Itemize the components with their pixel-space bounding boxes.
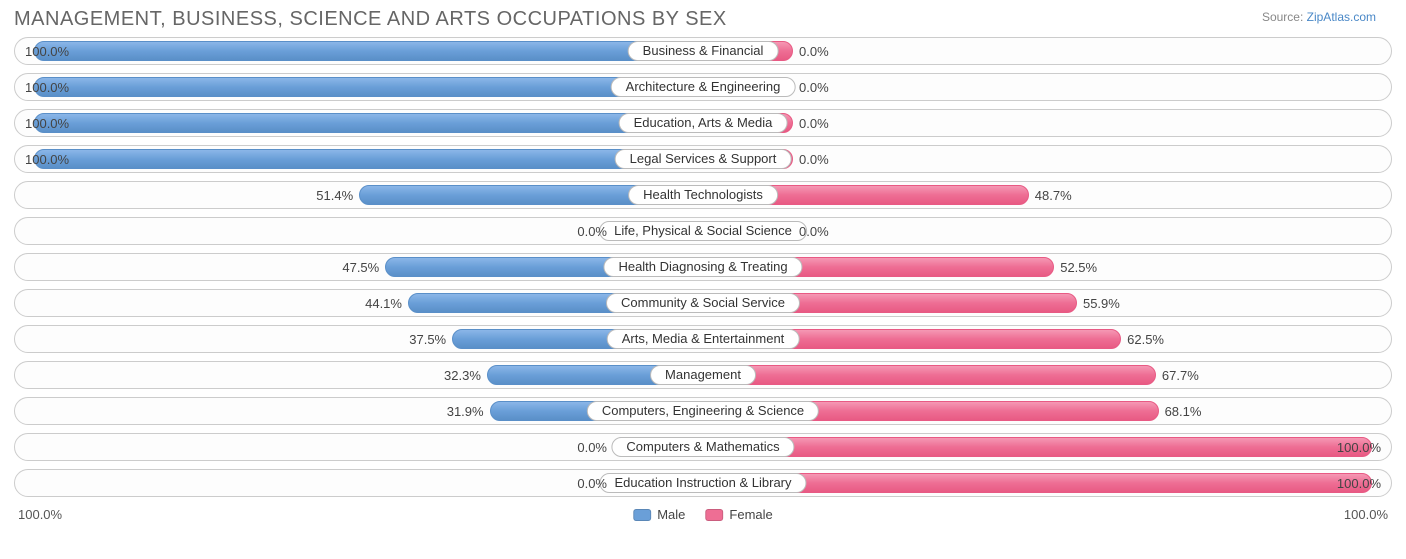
- male-bar: [34, 149, 703, 169]
- legend-female-label: Female: [729, 507, 772, 522]
- category-label: Life, Physical & Social Science: [599, 221, 807, 241]
- category-label: Computers, Engineering & Science: [587, 401, 819, 421]
- female-bar: [703, 437, 1372, 457]
- female-value-label: 67.7%: [1162, 362, 1199, 389]
- male-value-label: 100.0%: [25, 38, 69, 65]
- chart-title: MANAGEMENT, BUSINESS, SCIENCE AND ARTS O…: [14, 8, 727, 31]
- female-value-label: 0.0%: [799, 218, 829, 245]
- chart-row: Arts, Media & Entertainment 37.5% 62.5%: [14, 325, 1392, 353]
- chart-area: Business & Financial100.0%0.0%Architectu…: [0, 37, 1406, 497]
- male-value-label: 100.0%: [25, 110, 69, 137]
- chart-row: Legal Services & Support 100.0% 0.0%: [14, 145, 1392, 173]
- female-swatch: [705, 509, 723, 521]
- chart-row: Health Technologists 51.4% 48.7%: [14, 181, 1392, 209]
- source-link[interactable]: ZipAtlas.com: [1307, 10, 1376, 24]
- category-label: Architecture & Engineering: [611, 77, 796, 97]
- category-label: Computers & Mathematics: [611, 437, 794, 457]
- category-label: Education, Arts & Media: [619, 113, 788, 133]
- category-label: Arts, Media & Entertainment: [607, 329, 800, 349]
- female-value-label: 100.0%: [1337, 470, 1381, 497]
- source-attribution: Source: ZipAtlas.com: [1262, 8, 1376, 24]
- legend-male: Male: [633, 507, 685, 522]
- category-label: Education Instruction & Library: [599, 473, 806, 493]
- female-value-label: 48.7%: [1035, 182, 1072, 209]
- male-value-label: 32.3%: [444, 362, 481, 389]
- chart-row: Community & Social Service 44.1% 55.9%: [14, 289, 1392, 317]
- male-value-label: 0.0%: [577, 434, 607, 461]
- category-label: Health Technologists: [628, 185, 778, 205]
- category-label: Management: [650, 365, 756, 385]
- male-bar: [34, 77, 703, 97]
- female-value-label: 100.0%: [1337, 434, 1381, 461]
- axis-labels: 100.0% Male Female 100.0%: [0, 505, 1406, 522]
- chart-row: Management 32.3% 67.7%: [14, 361, 1392, 389]
- category-label: Community & Social Service: [606, 293, 800, 313]
- chart-row: Business & Financial 100.0% 0.0%: [14, 37, 1392, 65]
- legend-female: Female: [705, 507, 772, 522]
- chart-row: Education Instruction & Library0.0% 100.0…: [14, 469, 1392, 497]
- female-value-label: 0.0%: [799, 110, 829, 137]
- chart-row: Education, Arts & Media 100.0% 0.0%: [14, 109, 1392, 137]
- male-value-label: 31.9%: [447, 398, 484, 425]
- male-value-label: 51.4%: [316, 182, 353, 209]
- legend: Male Female: [633, 507, 773, 522]
- female-value-label: 52.5%: [1060, 254, 1097, 281]
- axis-left-label: 100.0%: [18, 507, 62, 522]
- chart-header: MANAGEMENT, BUSINESS, SCIENCE AND ARTS O…: [0, 0, 1406, 37]
- source-label: Source:: [1262, 10, 1303, 24]
- male-bar: [34, 41, 703, 61]
- chart-row: Computers, Engineering & Science 31.9% 68.…: [14, 397, 1392, 425]
- male-swatch: [633, 509, 651, 521]
- chart-row: Computers & Mathematics0.0% 100.0%: [14, 433, 1392, 461]
- male-value-label: 47.5%: [342, 254, 379, 281]
- male-value-label: 100.0%: [25, 74, 69, 101]
- axis-right-label: 100.0%: [1344, 507, 1388, 522]
- female-value-label: 62.5%: [1127, 326, 1164, 353]
- female-value-label: 0.0%: [799, 74, 829, 101]
- female-value-label: 55.9%: [1083, 290, 1120, 317]
- female-value-label: 0.0%: [799, 146, 829, 173]
- chart-row: Life, Physical & Social Science0.0% 0.0%: [14, 217, 1392, 245]
- male-bar: [34, 113, 703, 133]
- male-value-label: 100.0%: [25, 146, 69, 173]
- male-value-label: 44.1%: [365, 290, 402, 317]
- category-label: Health Diagnosing & Treating: [603, 257, 802, 277]
- category-label: Legal Services & Support: [615, 149, 792, 169]
- male-value-label: 0.0%: [577, 470, 607, 497]
- chart-row: Health Diagnosing & Treating 47.5% 52.5%: [14, 253, 1392, 281]
- female-value-label: 0.0%: [799, 38, 829, 65]
- female-bar: [703, 365, 1156, 385]
- category-label: Business & Financial: [628, 41, 779, 61]
- female-value-label: 68.1%: [1165, 398, 1202, 425]
- male-value-label: 0.0%: [577, 218, 607, 245]
- chart-row: Architecture & Engineering 100.0% 0.0%: [14, 73, 1392, 101]
- male-value-label: 37.5%: [409, 326, 446, 353]
- legend-male-label: Male: [657, 507, 685, 522]
